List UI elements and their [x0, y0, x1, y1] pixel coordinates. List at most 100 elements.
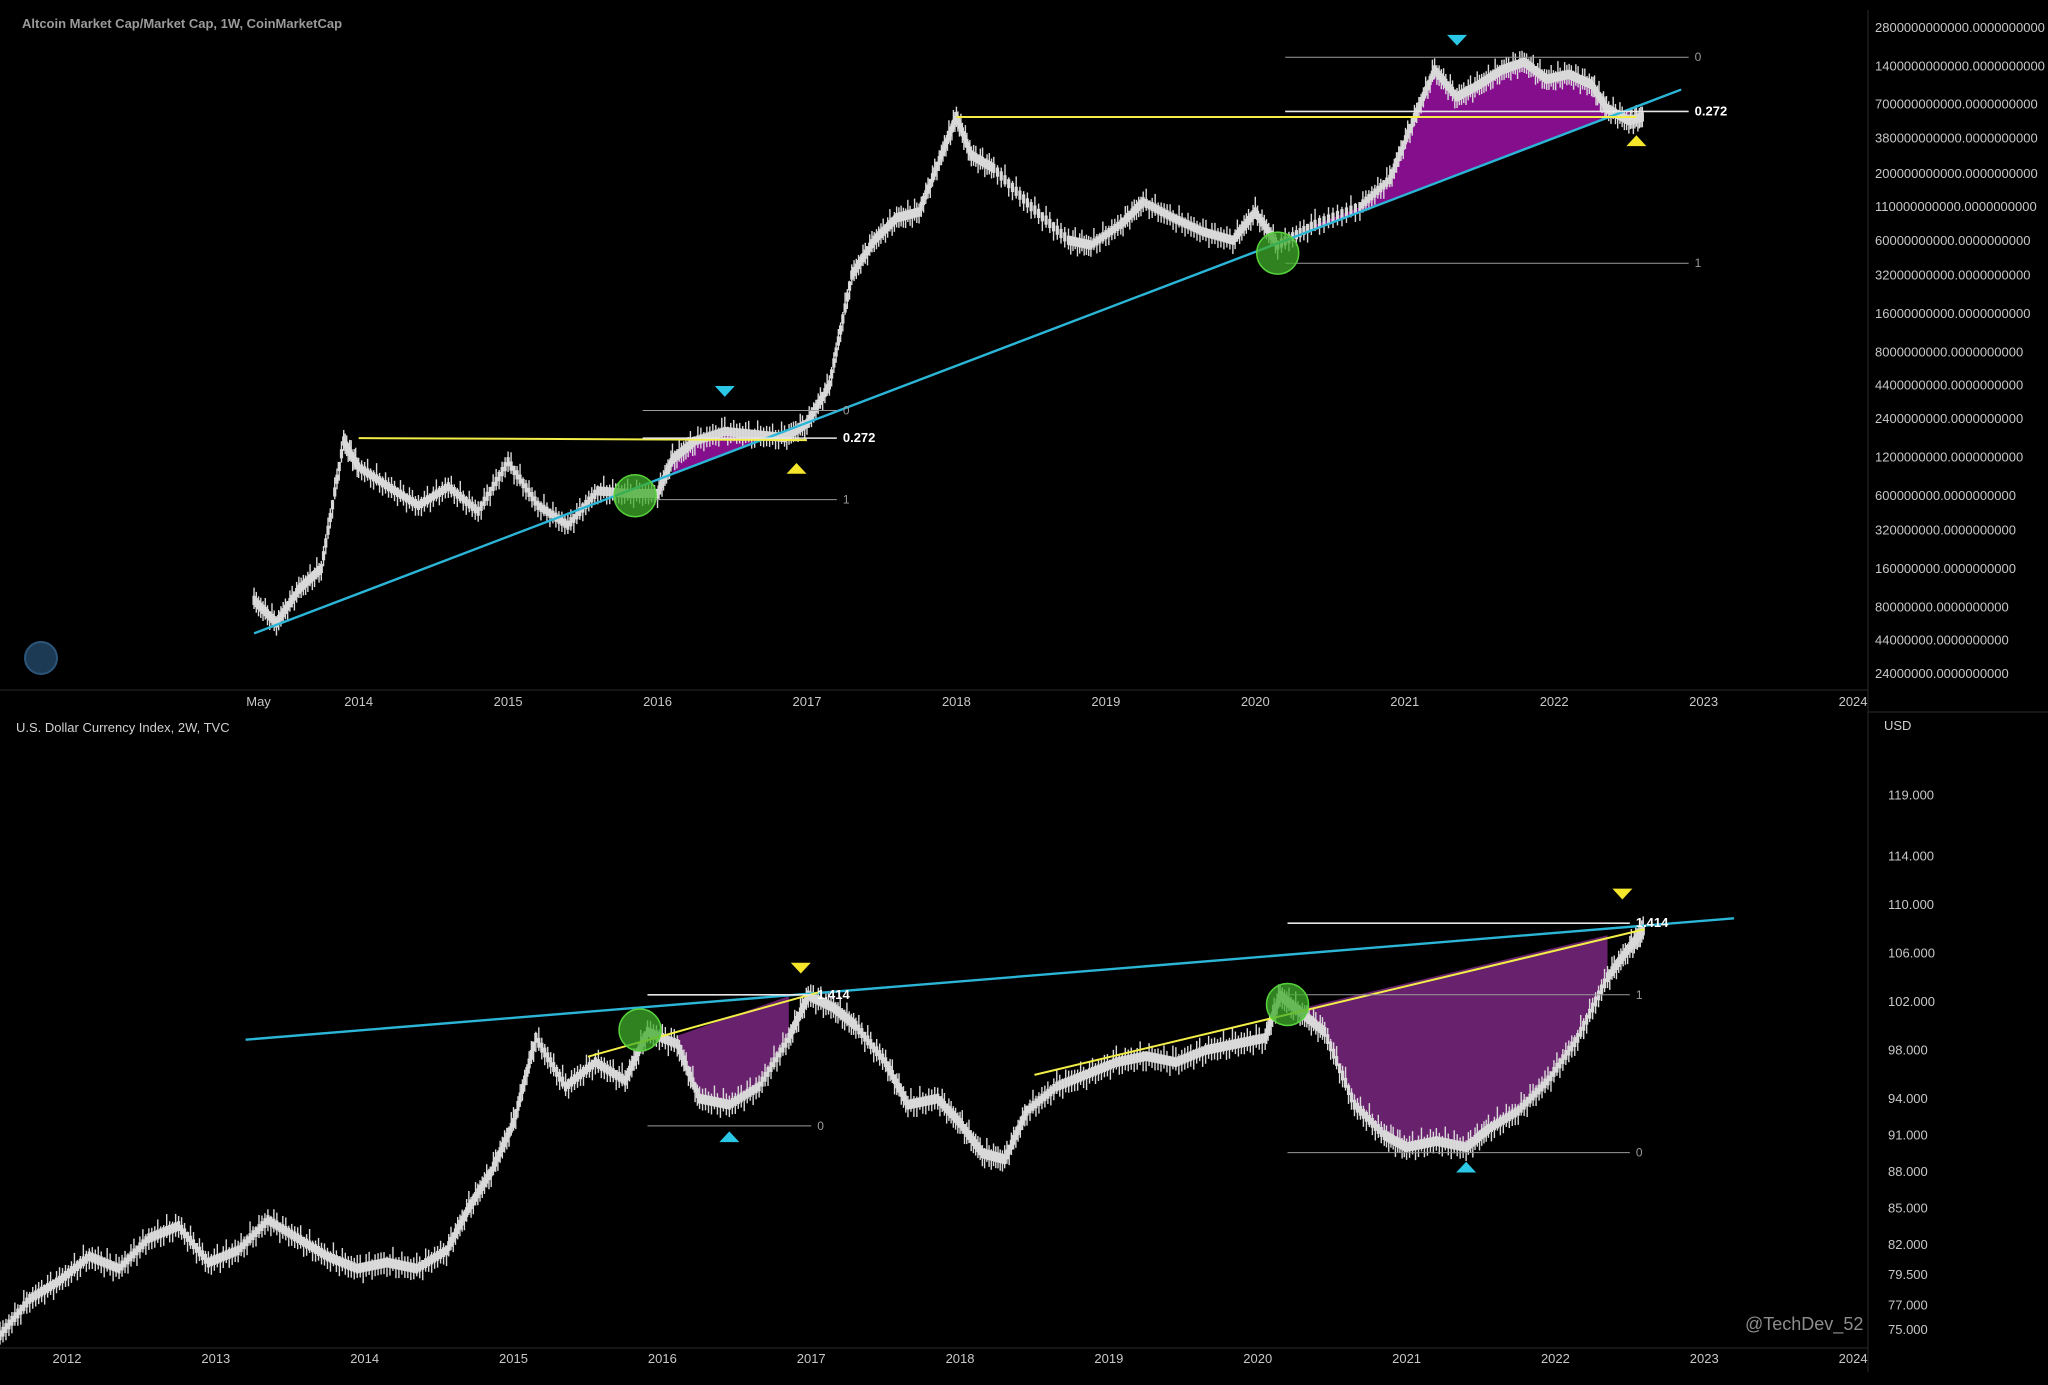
- candle-body: [1540, 71, 1544, 81]
- candle-body: [759, 430, 763, 440]
- candle-body: [850, 270, 854, 280]
- candle-body: [1484, 1125, 1488, 1136]
- candle-body: [54, 1277, 59, 1288]
- candle-body: [87, 1251, 91, 1262]
- candle-body: [174, 1222, 178, 1233]
- x-tick-label: 2023: [1689, 694, 1718, 709]
- panel-0: 2800000000000.0000000000 1400000000000.00…: [246, 20, 2045, 709]
- candle-body: [1201, 227, 1205, 237]
- candle-body: [854, 1020, 858, 1031]
- x-tick-label: 2013: [201, 1351, 230, 1366]
- candle-body: [453, 1228, 458, 1239]
- candle-body: [260, 1221, 264, 1231]
- candle-body: [608, 1066, 612, 1077]
- candle-body: [458, 1219, 462, 1230]
- candle-body: [1186, 220, 1190, 230]
- candle-body: [962, 1124, 967, 1134]
- candle-body: [337, 461, 341, 472]
- candle-body: [1139, 199, 1143, 209]
- candle-body: [1462, 88, 1466, 98]
- candle-body: [1007, 1144, 1011, 1155]
- candle-body: [798, 1007, 803, 1018]
- candle-body: [1318, 1023, 1322, 1034]
- candle-body: [123, 1257, 127, 1268]
- candle-body: [467, 1202, 471, 1213]
- candle-body: [1468, 1138, 1473, 1149]
- candle-body: [1081, 1070, 1086, 1081]
- candle-body: [306, 576, 310, 586]
- candle-body: [542, 504, 546, 514]
- candle-body: [1507, 1111, 1511, 1122]
- candle-body: [1302, 225, 1306, 236]
- candle-body: [1406, 129, 1410, 139]
- candle-body: [227, 1249, 231, 1259]
- candle-body: [863, 249, 867, 259]
- candle-body: [1382, 1130, 1386, 1140]
- candle-body: [1570, 1041, 1574, 1052]
- candle-body: [511, 1117, 516, 1128]
- candle-body: [714, 429, 718, 439]
- candle-body: [340, 1257, 344, 1268]
- candle-body: [382, 1258, 386, 1269]
- candle-body: [415, 1263, 419, 1274]
- candle-body: [22, 1301, 26, 1312]
- candle-body: [1240, 224, 1244, 234]
- y-tick-label: 2800000000000.0000000000: [1875, 20, 2045, 35]
- candle-body: [1552, 1066, 1556, 1077]
- y-tick-label: 77.000: [1888, 1298, 1928, 1313]
- candle-body: [924, 1096, 928, 1106]
- candle-body: [482, 496, 486, 506]
- candle-body: [802, 999, 806, 1009]
- candle-body: [890, 1070, 894, 1080]
- candle-body: [379, 1258, 383, 1269]
- candle-body: [120, 1260, 124, 1271]
- candle-body: [288, 598, 292, 608]
- x-tick-label: 2021: [1392, 1351, 1421, 1366]
- candle-body: [958, 1117, 962, 1128]
- candle-body: [1506, 62, 1511, 73]
- candle-body: [584, 1064, 589, 1075]
- candle-body: [691, 438, 695, 448]
- candle-body: [364, 1261, 368, 1272]
- candle-body: [1195, 224, 1199, 234]
- candle-body: [1513, 1107, 1517, 1118]
- candle-body: [1572, 71, 1576, 81]
- candle-body: [824, 999, 828, 1009]
- candle-body: [978, 155, 982, 165]
- candle-body: [1364, 1111, 1368, 1122]
- candle-body: [326, 525, 330, 535]
- candle-body: [1138, 1052, 1142, 1063]
- candle-body: [1477, 1131, 1482, 1142]
- candle-body: [349, 1261, 353, 1272]
- candle-body: [69, 1266, 74, 1276]
- candle-body: [819, 996, 823, 1007]
- candle-body: [904, 210, 908, 221]
- candle-body: [1515, 59, 1520, 69]
- candle-body: [1482, 1127, 1486, 1138]
- candle-body: [1014, 1130, 1018, 1140]
- candle-body: [723, 426, 727, 437]
- candle-body: [1602, 978, 1607, 989]
- candle-body: [947, 1105, 951, 1116]
- candle-body: [1343, 1077, 1348, 1088]
- candle-body: [19, 1304, 23, 1315]
- candle-body: [996, 1152, 1000, 1163]
- candle-body: [987, 161, 991, 171]
- candle-body: [286, 601, 290, 611]
- candle-body: [1450, 86, 1455, 97]
- candle-body: [270, 613, 274, 623]
- candle-body: [1162, 1054, 1166, 1065]
- candle-body: [502, 1137, 507, 1148]
- candle-body: [908, 209, 912, 219]
- candle-body: [1428, 1137, 1432, 1148]
- candle-body: [1439, 73, 1443, 83]
- y-tick-label: 110.000: [1888, 897, 1934, 912]
- candle-body: [494, 476, 498, 487]
- platform-logo-icon[interactable]: [24, 641, 58, 675]
- candle-body: [1192, 1049, 1196, 1060]
- candle-body: [162, 1227, 166, 1238]
- candle-body: [1604, 103, 1609, 113]
- candle-body: [533, 496, 537, 506]
- candle-body: [422, 497, 427, 507]
- candle-body: [1110, 225, 1114, 236]
